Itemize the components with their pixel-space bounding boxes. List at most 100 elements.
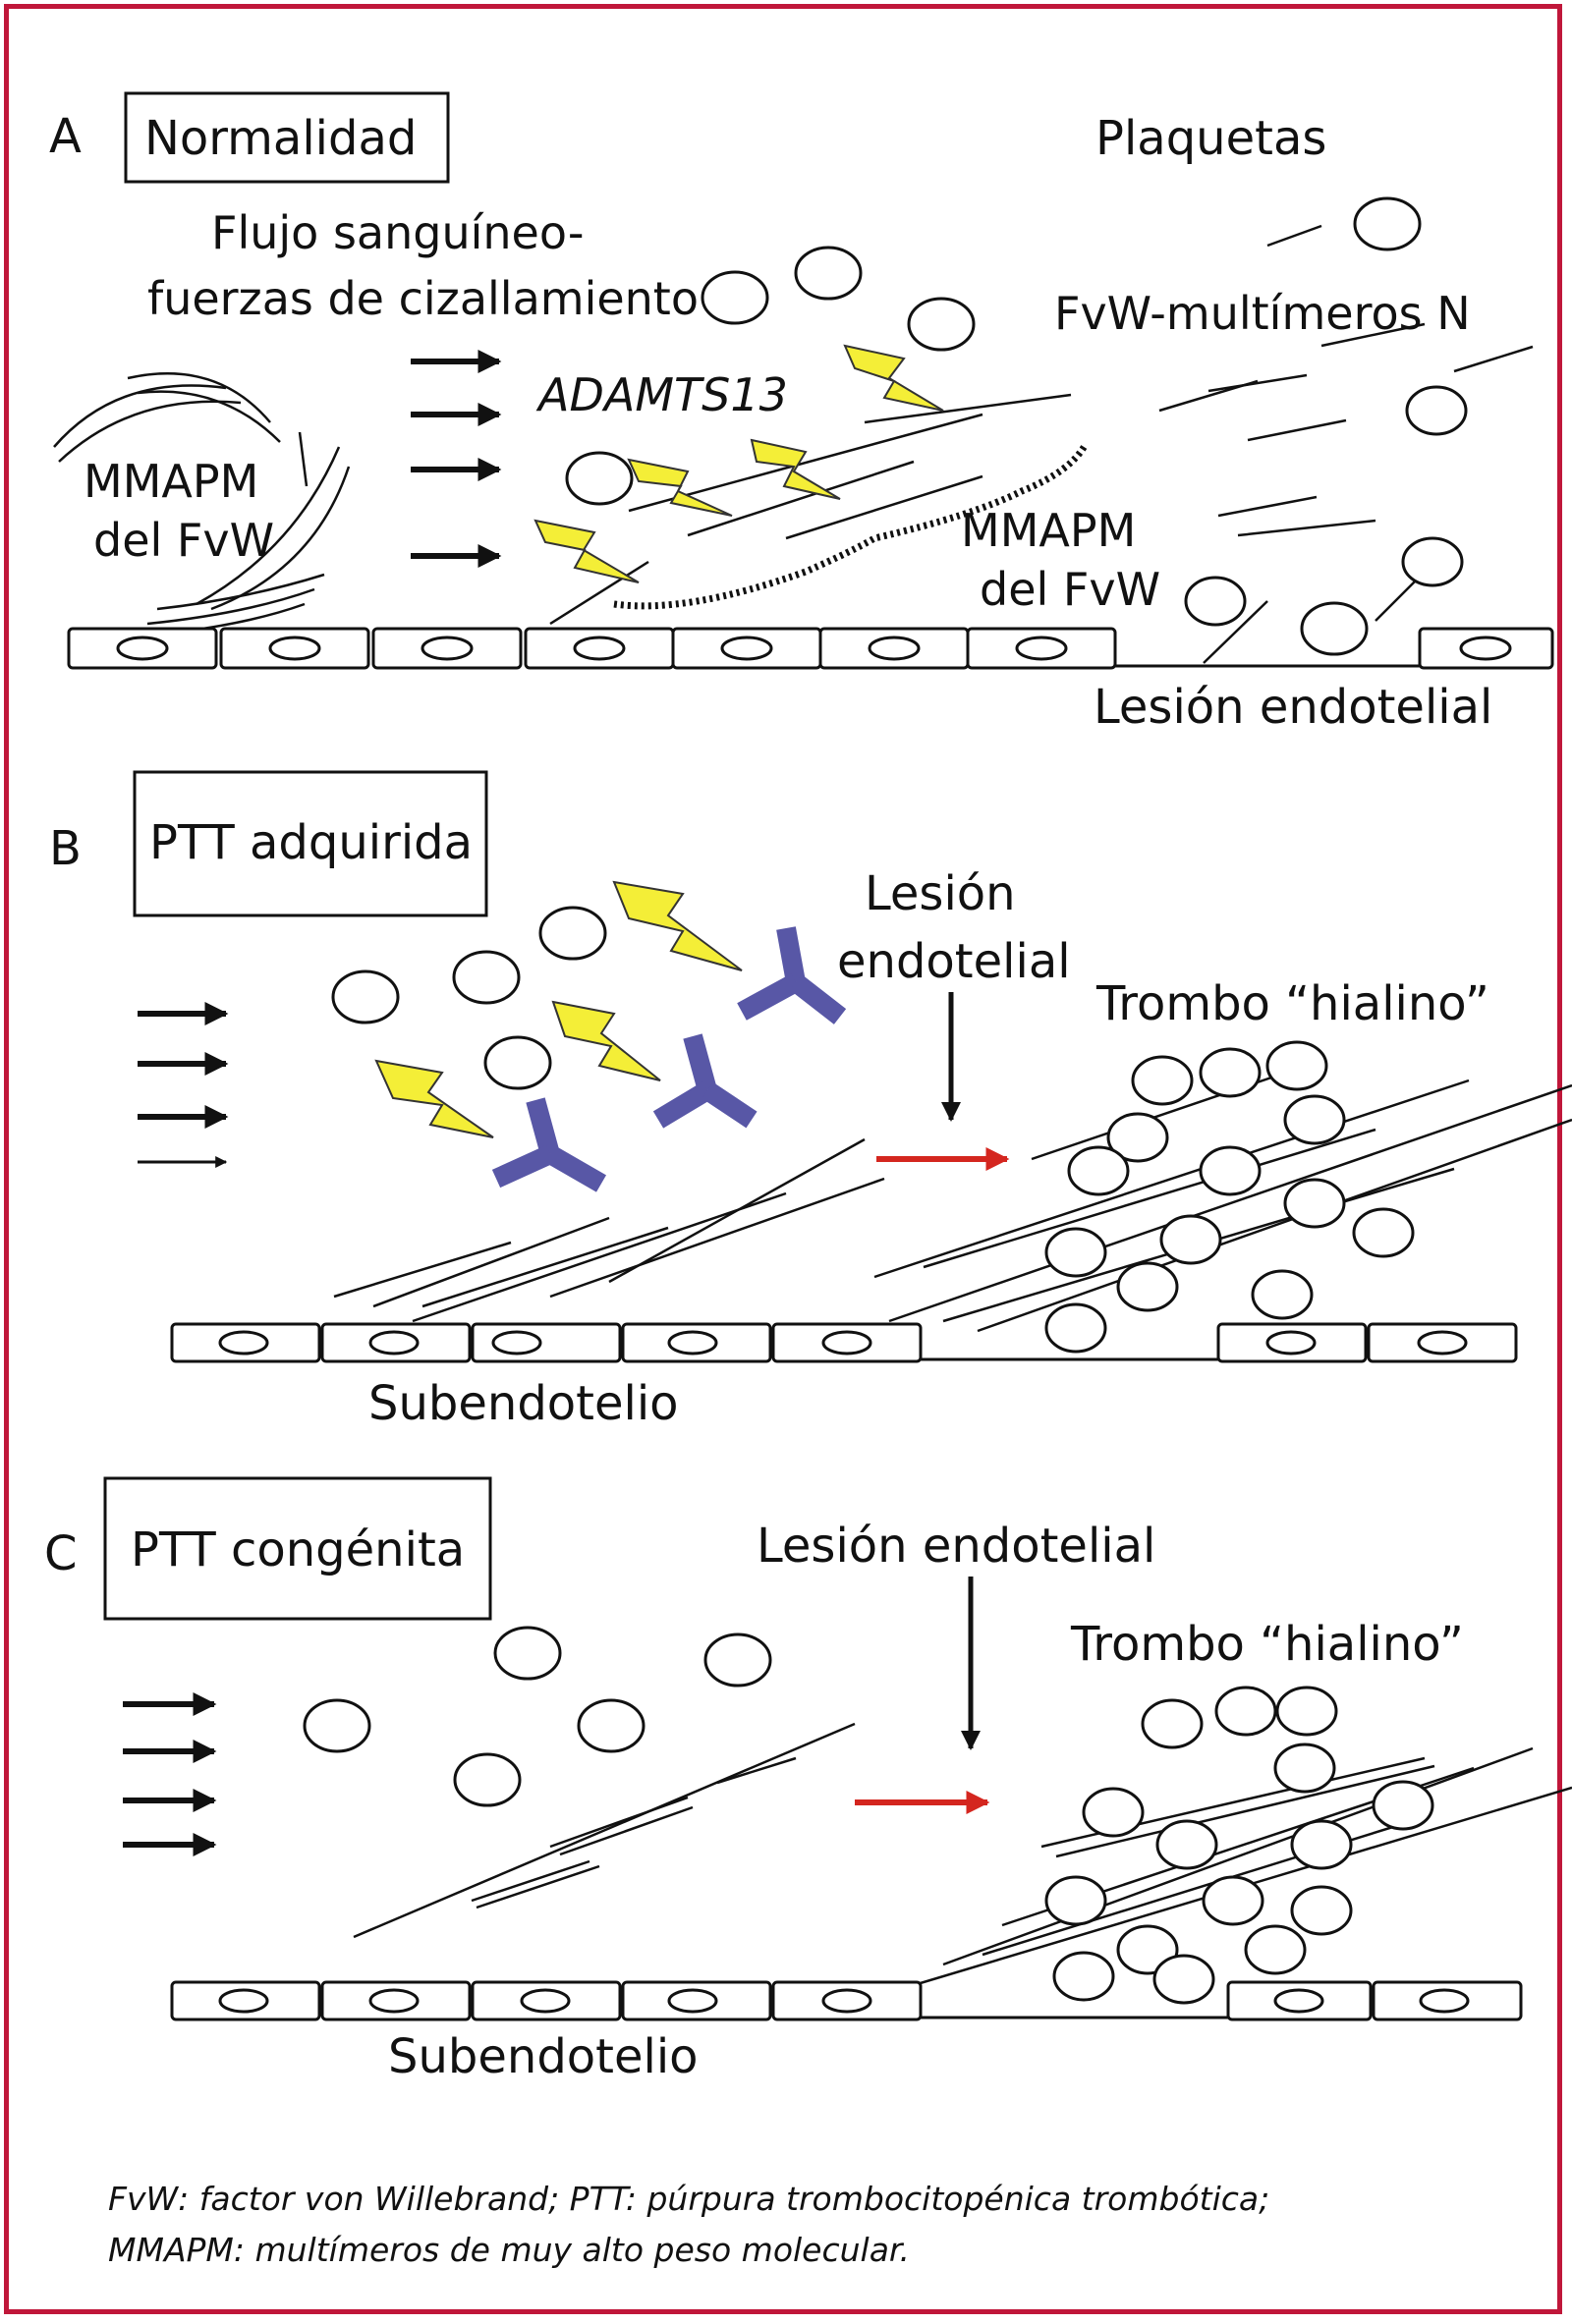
antibody-icon [491, 1097, 606, 1192]
platelet-icon [1290, 1819, 1353, 1870]
mmapm-left-label-line2: del FvW [93, 514, 274, 567]
mmapm-left-label-line1: MMAPM [84, 455, 258, 508]
flujo-label-line2: fuerzas de cizallamiento [147, 272, 699, 325]
platelet-icon [1202, 1875, 1264, 1926]
platelet-icon [1251, 1269, 1314, 1320]
panel-c-letter: C [44, 1526, 78, 1581]
antibody-icon [652, 1033, 758, 1129]
panel-c-label-box [103, 1476, 492, 1621]
platelet-icon [1290, 1885, 1353, 1936]
lightning-icon [551, 1000, 661, 1081]
lightning-icon [612, 880, 743, 971]
platelet-icon [1141, 1698, 1204, 1749]
platelet-icon [1300, 601, 1369, 656]
trombo-label-b: Trombo “hialino” [1095, 976, 1489, 1031]
platelet-icon [1052, 1951, 1115, 2002]
platelet-icon [1405, 385, 1468, 436]
flujo-label-line1: Flujo sanguíneo- [211, 206, 584, 259]
platelet-icon [1184, 576, 1247, 627]
panel-a-letter: A [49, 109, 82, 164]
platelets-b [331, 906, 607, 1090]
platelets-a [565, 196, 1468, 656]
platelet-icon [452, 950, 521, 1005]
adamts13-bolts-a [533, 344, 944, 583]
panel-a-label: Normalidad [144, 111, 417, 166]
platelet-icon [1244, 1924, 1307, 1975]
platelet-icon [794, 246, 863, 301]
platelet-icon [1275, 1686, 1338, 1737]
panel-a-label-box [124, 91, 450, 184]
subendotelio-label-b: Subendotelio [368, 1376, 679, 1431]
platelet-icon [1265, 1040, 1328, 1091]
platelet-icon [1283, 1094, 1346, 1145]
platelet-icon [483, 1035, 552, 1090]
platelet-icon [1131, 1055, 1194, 1106]
platelet-icon [1082, 1787, 1145, 1838]
platelet-icon [331, 969, 400, 1024]
panel-c-label: PTT congénita [131, 1522, 465, 1577]
platelet-icon [1159, 1214, 1222, 1265]
thrombus-b [1044, 1040, 1415, 1354]
thrombus-c [1044, 1686, 1434, 2005]
adamts13-bolts-b [374, 880, 743, 1138]
subendotelio-label-c: Subendotelio [388, 2029, 699, 2084]
platelet-icon [1283, 1178, 1346, 1229]
lightning-icon [843, 344, 944, 412]
platelet-icon [1372, 1780, 1434, 1831]
lightning-icon [750, 438, 841, 500]
footnote-line2: MMAPM: multímeros de muy alto peso molec… [108, 2231, 910, 2269]
antibody-icon [737, 926, 847, 1024]
lightning-icon [627, 458, 733, 517]
endothelium-a [67, 627, 1554, 670]
platelet-icon [1214, 1686, 1277, 1737]
platelet-icon [1044, 1227, 1107, 1278]
panel-a: A Normalidad Plaquetas Flujo sanguíneo- … [49, 91, 1554, 735]
platelet-icon [1273, 1743, 1336, 1794]
lesion-label-a: Lesión endotelial [1094, 680, 1492, 735]
platelet-icon [1199, 1047, 1262, 1098]
endothelium-c [170, 1980, 1523, 2021]
platelet-icon [565, 451, 634, 506]
adamts13-label: ADAMTS13 [535, 368, 788, 421]
panel-b-label-box [133, 770, 488, 917]
platelet-icon [303, 1698, 371, 1753]
mmapm-right-label-line1: MMAPM [961, 504, 1136, 557]
lightning-icon [374, 1059, 494, 1138]
platelet-icon [1352, 1207, 1415, 1258]
lesion-label-b-line1: Lesión [865, 866, 1016, 921]
vwf-strands-c [353, 1722, 1572, 1996]
platelet-icon [1044, 1875, 1107, 1926]
endothelium-b [170, 1322, 1518, 1363]
flow-arrows-a [411, 350, 502, 568]
footnote: FvW: factor von Willebrand; PTT: púrpura… [108, 2180, 1269, 2269]
platelet-icon [703, 1632, 772, 1688]
platelet-icon [538, 906, 607, 961]
flow-arrows-b [138, 1002, 229, 1129]
footnote-line1: FvW: factor von Willebrand; PTT: púrpura… [108, 2180, 1269, 2218]
platelet-icon [1116, 1261, 1179, 1312]
panel-c: C PTT congénita Lesión endotelial Trombo… [44, 1476, 1572, 2084]
platelet-icon [1401, 536, 1464, 587]
plaquetas-label: Plaquetas [1095, 111, 1326, 166]
fvw-multimeros-label: FvW-multímeros N [1054, 287, 1471, 340]
panel-b: B PTT adquirida Lesión endotelial Trombo… [49, 770, 1572, 1431]
panel-b-letter: B [49, 821, 82, 876]
platelet-icon [701, 270, 769, 325]
platelet-icon [1152, 1954, 1215, 2005]
panel-b-label: PTT adquirida [149, 815, 473, 870]
lightning-icon [533, 519, 640, 583]
platelets-c [303, 1626, 772, 1807]
platelet-icon [1044, 1302, 1107, 1354]
flow-arrows-c [123, 1692, 217, 1856]
platelet-icon [1155, 1819, 1218, 1870]
platelet-icon [1353, 196, 1422, 251]
vwf-ultralarge-multimer-left [53, 372, 351, 638]
platelet-icon [1106, 1112, 1169, 1163]
platelet-icon [577, 1698, 646, 1753]
platelet-icon [453, 1752, 522, 1807]
platelet-icon [1199, 1145, 1262, 1196]
platelet-icon [493, 1626, 562, 1681]
trombo-label-c: Trombo “hialino” [1070, 1617, 1464, 1672]
lesion-label-c: Lesión endotelial [757, 1519, 1155, 1574]
